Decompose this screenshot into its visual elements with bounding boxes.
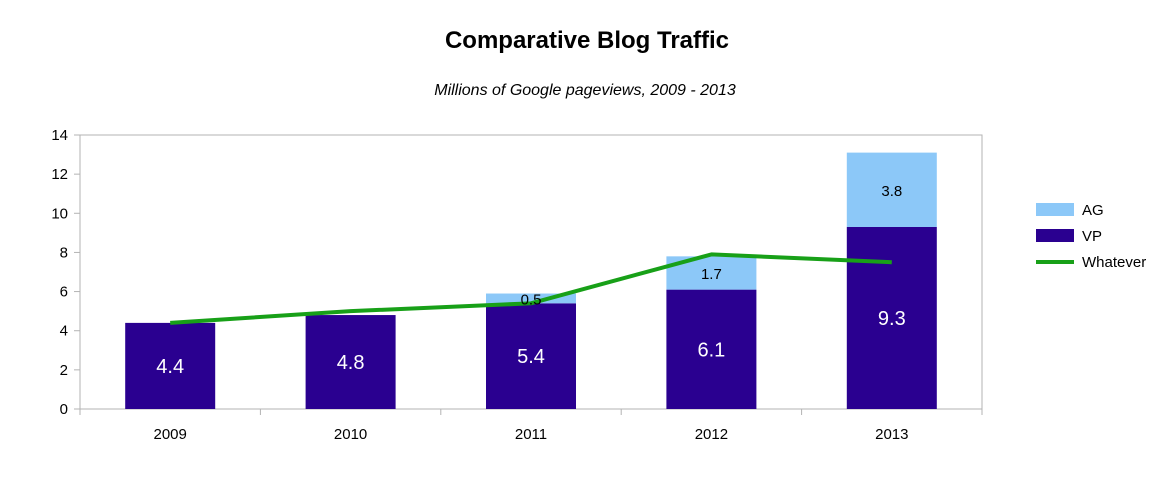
legend-label: Whatever [1082, 254, 1146, 271]
x-tick-label: 2012 [695, 426, 728, 443]
y-tick-label: 6 [60, 284, 68, 301]
x-tick-label: 2010 [334, 426, 367, 443]
data-label-vp: 9.3 [878, 308, 906, 330]
data-label-ag: 3.8 [881, 183, 902, 200]
y-tick-label: 14 [51, 127, 68, 144]
x-tick-label: 2013 [875, 426, 908, 443]
chart-subtitle: Millions of Google pageviews, 2009 - 201… [434, 82, 736, 99]
legend: AG VP Whatever [1036, 202, 1146, 271]
legend-label: VP [1082, 228, 1102, 245]
plot-area: 0 2 4 6 8 10 12 14 2009 2010 2011 2012 2013 4.4 4.8 5.4… [51, 127, 983, 443]
bar-vp [125, 322, 216, 409]
data-label-vp: 4.4 [156, 356, 184, 378]
line-whatever [170, 252, 892, 325]
legend-label: AG [1082, 202, 1104, 219]
y-tick-label: 2 [60, 362, 68, 379]
data-label-ag: 0.5 [521, 291, 542, 308]
y-tick-label: 4 [60, 323, 68, 340]
legend-swatch [1036, 203, 1074, 216]
y-tick-label: 12 [51, 166, 68, 183]
y-tick-label: 10 [51, 205, 68, 222]
bar-ag [486, 293, 576, 304]
bar-vp [666, 289, 757, 409]
data-label-ag: 1.7 [701, 266, 722, 283]
y-tick-label: 8 [60, 244, 68, 261]
bar-vp [846, 226, 937, 409]
bar-vp [305, 315, 396, 409]
legend-swatch [1036, 229, 1074, 242]
x-tick-label: 2011 [515, 426, 547, 443]
chart-title: Comparative Blog Traffic [445, 27, 729, 54]
data-label-vp: 4.8 [337, 352, 365, 374]
data-label-vp: 6.1 [697, 339, 725, 361]
bar-ag [846, 152, 937, 227]
data-label-vp: 5.4 [517, 346, 545, 368]
y-tick-label: 0 [60, 401, 68, 418]
bar-vp [486, 303, 576, 409]
x-tick-label: 2009 [154, 426, 187, 443]
